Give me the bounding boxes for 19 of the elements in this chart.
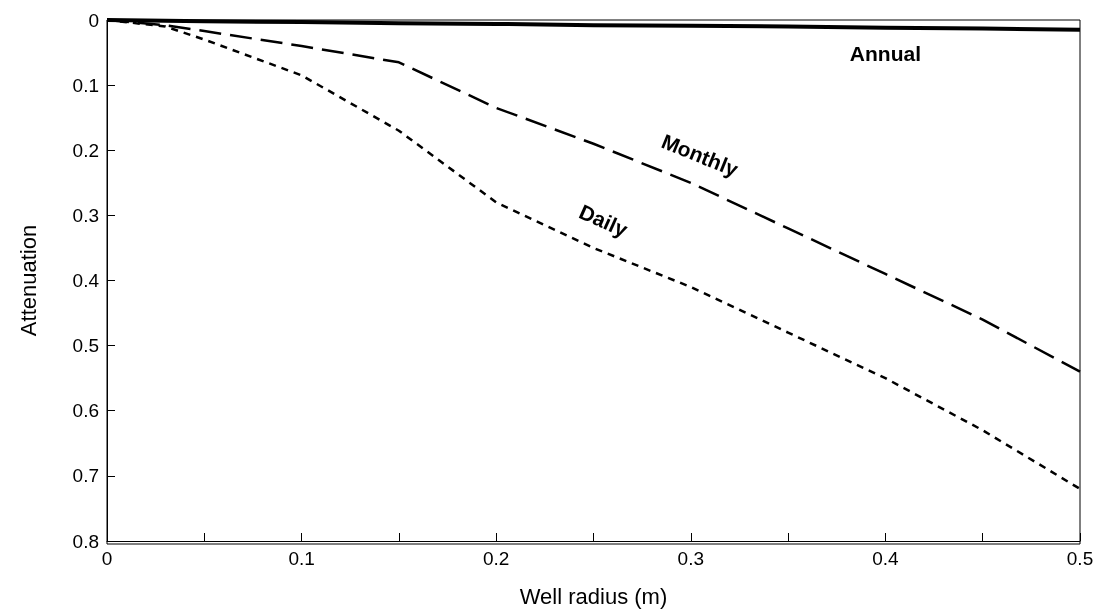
y-tick-label: 0.5 bbox=[72, 335, 99, 357]
x-axis-title: Well radius (m) bbox=[519, 583, 668, 609]
x-tick-label: 0.1 bbox=[288, 548, 315, 569]
y-axis-title: Attenuation bbox=[15, 224, 41, 337]
x-tick-label: 0.2 bbox=[482, 548, 510, 569]
series-label: Annual bbox=[849, 41, 921, 65]
x-tick-label: 0.5 bbox=[1066, 548, 1094, 569]
x-tick-label: 0.4 bbox=[872, 548, 900, 569]
y-tick-label: 0 bbox=[88, 9, 99, 31]
x-tick-label: 0.3 bbox=[677, 548, 705, 569]
y-tick-label: 0.3 bbox=[72, 204, 99, 226]
text: Daily bbox=[575, 199, 632, 242]
y-tick-label: 0.4 bbox=[72, 270, 100, 291]
y-tick-label: 0.8 bbox=[72, 530, 99, 552]
y-tick-label: 0.2 bbox=[72, 139, 99, 161]
y-tick-label: 0.7 bbox=[72, 465, 99, 487]
y-tick-label: 0.1 bbox=[72, 74, 99, 96]
y-tick-label: 0.6 bbox=[72, 400, 99, 422]
x-tick-label: 0 bbox=[101, 548, 113, 569]
